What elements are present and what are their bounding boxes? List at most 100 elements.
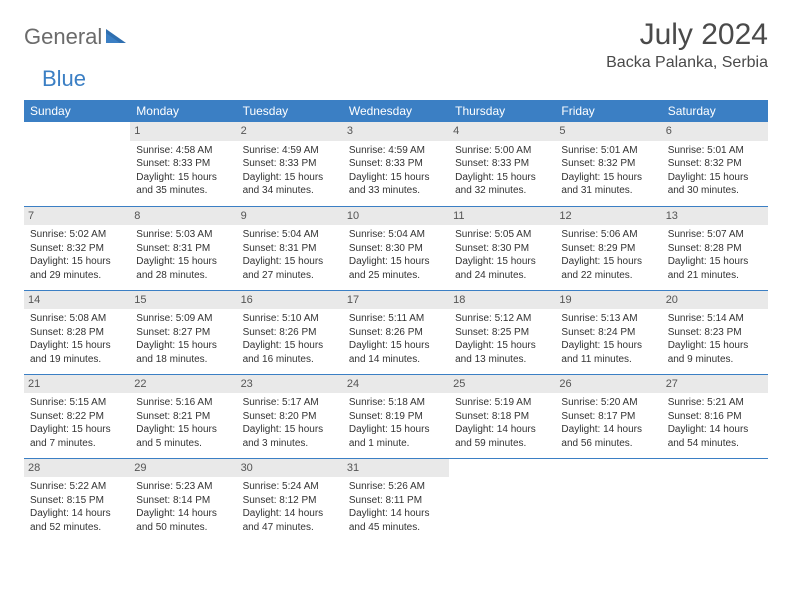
sunrise-text: Sunrise: 5:13 AM <box>561 312 655 326</box>
daylight-text: Daylight: 15 hours and 28 minutes. <box>136 255 230 282</box>
dow-0: Sunday <box>24 100 130 122</box>
day-number: 6 <box>662 122 768 141</box>
day-number: 17 <box>343 291 449 310</box>
sunrise-text: Sunrise: 5:00 AM <box>455 144 549 158</box>
sunset-text: Sunset: 8:33 PM <box>455 157 549 171</box>
daylight-text: Daylight: 15 hours and 3 minutes. <box>243 423 337 450</box>
day-number: 10 <box>343 207 449 226</box>
sunrise-text: Sunrise: 5:06 AM <box>561 228 655 242</box>
sunrise-text: Sunrise: 5:17 AM <box>243 396 337 410</box>
sunset-text: Sunset: 8:32 PM <box>561 157 655 171</box>
daylight-text: Daylight: 15 hours and 19 minutes. <box>30 339 124 366</box>
calendar-cell: 1Sunrise: 4:58 AMSunset: 8:33 PMDaylight… <box>130 122 236 206</box>
daylight-text: Daylight: 15 hours and 33 minutes. <box>349 171 443 198</box>
day-number: 8 <box>130 207 236 226</box>
daylight-text: Daylight: 14 hours and 50 minutes. <box>136 507 230 534</box>
day-number: 18 <box>449 291 555 310</box>
sunrise-text: Sunrise: 5:18 AM <box>349 396 443 410</box>
day-number: 11 <box>449 207 555 226</box>
daylight-text: Daylight: 15 hours and 13 minutes. <box>455 339 549 366</box>
calendar-cell: 10Sunrise: 5:04 AMSunset: 8:30 PMDayligh… <box>343 206 449 290</box>
daylight-text: Daylight: 14 hours and 59 minutes. <box>455 423 549 450</box>
sunrise-text: Sunrise: 5:26 AM <box>349 480 443 494</box>
calendar-cell: 24Sunrise: 5:18 AMSunset: 8:19 PMDayligh… <box>343 374 449 458</box>
sunset-text: Sunset: 8:11 PM <box>349 494 443 508</box>
calendar-cell: 4 Sunrise: 5:00 AMSunset: 8:33 PMDaylight… <box>449 122 555 206</box>
daylight-text: Daylight: 15 hours and 11 minutes. <box>561 339 655 366</box>
sunrise-text: Sunrise: 5:01 AM <box>561 144 655 158</box>
sunset-text: Sunset: 8:33 PM <box>349 157 443 171</box>
calendar-cell: 6Sunrise: 5:01 AMSunset: 8:32 PMDaylight… <box>662 122 768 206</box>
daylight-text: Daylight: 14 hours and 47 minutes. <box>243 507 337 534</box>
daylight-text: Daylight: 14 hours and 45 minutes. <box>349 507 443 534</box>
sunrise-text: Sunrise: 5:09 AM <box>136 312 230 326</box>
calendar-cell: 12Sunrise: 5:06 AMSunset: 8:29 PMDayligh… <box>555 206 661 290</box>
calendar-header-row: Sunday Monday Tuesday Wednesday Thursday… <box>24 100 768 122</box>
sunset-text: Sunset: 8:16 PM <box>668 410 762 424</box>
calendar-cell: 8Sunrise: 5:03 AMSunset: 8:31 PMDaylight… <box>130 206 236 290</box>
sunset-text: Sunset: 8:23 PM <box>668 326 762 340</box>
calendar-cell: 19Sunrise: 5:13 AMSunset: 8:24 PMDayligh… <box>555 290 661 374</box>
daylight-text: Daylight: 15 hours and 14 minutes. <box>349 339 443 366</box>
sunrise-text: Sunrise: 5:20 AM <box>561 396 655 410</box>
calendar-cell: 31Sunrise: 5:26 AMSunset: 8:11 PMDayligh… <box>343 458 449 542</box>
daylight-text: Daylight: 15 hours and 27 minutes. <box>243 255 337 282</box>
dow-5: Friday <box>555 100 661 122</box>
sunset-text: Sunset: 8:24 PM <box>561 326 655 340</box>
calendar-cell: 29Sunrise: 5:23 AMSunset: 8:14 PMDayligh… <box>130 458 236 542</box>
sunset-text: Sunset: 8:27 PM <box>136 326 230 340</box>
calendar-cell: 18Sunrise: 5:12 AMSunset: 8:25 PMDayligh… <box>449 290 555 374</box>
day-number: 24 <box>343 375 449 394</box>
sunrise-text: Sunrise: 5:15 AM <box>30 396 124 410</box>
sunrise-text: Sunrise: 4:59 AM <box>243 144 337 158</box>
sunset-text: Sunset: 8:17 PM <box>561 410 655 424</box>
calendar-cell: 17Sunrise: 5:11 AMSunset: 8:26 PMDayligh… <box>343 290 449 374</box>
calendar-cell: 14Sunrise: 5:08 AMSunset: 8:28 PMDayligh… <box>24 290 130 374</box>
sunset-text: Sunset: 8:32 PM <box>30 242 124 256</box>
day-number: 4 <box>449 122 555 141</box>
calendar-cell <box>555 458 661 542</box>
sunset-text: Sunset: 8:33 PM <box>136 157 230 171</box>
calendar-cell: 28Sunrise: 5:22 AMSunset: 8:15 PMDayligh… <box>24 458 130 542</box>
calendar-table: Sunday Monday Tuesday Wednesday Thursday… <box>24 100 768 542</box>
calendar-week-row: 28Sunrise: 5:22 AMSunset: 8:15 PMDayligh… <box>24 458 768 542</box>
daylight-text: Daylight: 15 hours and 7 minutes. <box>30 423 124 450</box>
sunrise-text: Sunrise: 5:04 AM <box>243 228 337 242</box>
dow-6: Saturday <box>662 100 768 122</box>
calendar-week-row: 7 Sunrise: 5:02 AMSunset: 8:32 PM Daylight… <box>24 206 768 290</box>
sunset-text: Sunset: 8:20 PM <box>243 410 337 424</box>
sunrise-text: Sunrise: 5:02 AM <box>30 228 124 242</box>
logo: General <box>24 18 128 50</box>
sunset-text: Sunset: 8:21 PM <box>136 410 230 424</box>
dow-4: Thursday <box>449 100 555 122</box>
sunset-text: Sunset: 8:19 PM <box>349 410 443 424</box>
sunset-text: Sunset: 8:26 PM <box>243 326 337 340</box>
daylight-text: Daylight: 15 hours and 32 minutes. <box>455 171 549 198</box>
sunset-text: Sunset: 8:28 PM <box>668 242 762 256</box>
sunrise-text: Sunrise: 5:01 AM <box>668 144 762 158</box>
sunrise-text: Sunrise: 5:16 AM <box>136 396 230 410</box>
sunset-text: Sunset: 8:30 PM <box>349 242 443 256</box>
day-number: 12 <box>555 207 661 226</box>
logo-triangle-icon <box>106 27 126 48</box>
calendar-week-row: 14Sunrise: 5:08 AMSunset: 8:28 PMDayligh… <box>24 290 768 374</box>
sunset-text: Sunset: 8:28 PM <box>30 326 124 340</box>
calendar-cell: 16Sunrise: 5:10 AMSunset: 8:26 PMDayligh… <box>237 290 343 374</box>
sunset-text: Sunset: 8:15 PM <box>30 494 124 508</box>
day-number: 2 <box>237 122 343 141</box>
day-number: 7 <box>24 207 130 226</box>
sunrise-text: Sunrise: 5:14 AM <box>668 312 762 326</box>
page-location: Backa Palanka, Serbia <box>606 54 768 72</box>
calendar-cell: 15Sunrise: 5:09 AMSunset: 8:27 PMDayligh… <box>130 290 236 374</box>
sunrise-text: Sunrise: 5:05 AM <box>455 228 549 242</box>
day-number: 26 <box>555 375 661 394</box>
day-number: 21 <box>24 375 130 394</box>
calendar-cell: 7Sunrise: 5:02 AMSunset: 8:32 PMDaylight… <box>24 206 130 290</box>
calendar-cell <box>24 122 130 206</box>
calendar-cell: 3Sunrise: 4:59 AMSunset: 8:33 PMDaylight… <box>343 122 449 206</box>
day-number: 13 <box>662 207 768 226</box>
sunrise-text: Sunrise: 4:59 AM <box>349 144 443 158</box>
sunset-text: Sunset: 8:30 PM <box>455 242 549 256</box>
sunset-text: Sunset: 8:12 PM <box>243 494 337 508</box>
daylight-text: Daylight: 14 hours and 54 minutes. <box>668 423 762 450</box>
